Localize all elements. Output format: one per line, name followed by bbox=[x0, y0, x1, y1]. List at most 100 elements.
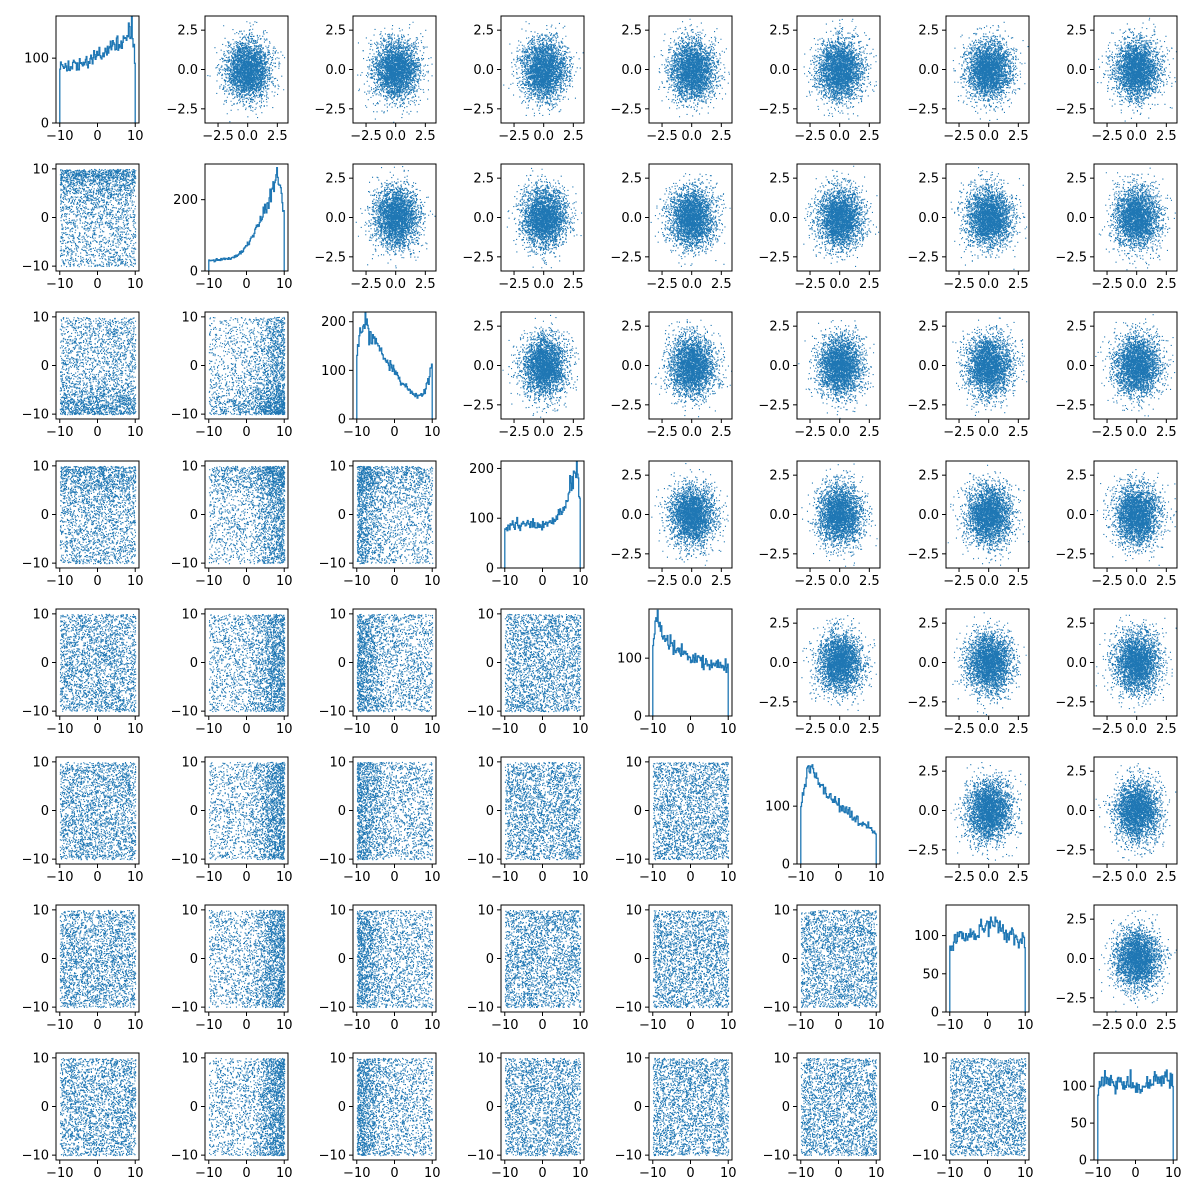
panel-r4-c0-points bbox=[59, 613, 137, 713]
panel-r5-c3-xtick-label: 10 bbox=[572, 870, 589, 885]
panel-r0-c7-xtick-label: 0.0 bbox=[1126, 129, 1147, 144]
panel-r6-c5: −10 0 10 −10 0 10 bbox=[763, 903, 885, 1033]
panel-r2-c6-xtick-label: −2.5 bbox=[943, 425, 975, 440]
panel-r0-c1-points bbox=[207, 21, 286, 123]
panel-r3-c4-ytick-label: 0.0 bbox=[621, 508, 642, 523]
panel-r1-c5-xtick-label: 0.0 bbox=[829, 277, 850, 292]
panel-r5-c3-ytick-label: 10 bbox=[477, 755, 494, 770]
panel-r0-c0-xtick-label: 0 bbox=[93, 129, 101, 144]
panel-r2-c7-ytick-label: 2.5 bbox=[1066, 320, 1087, 335]
panel-r5-c3-points bbox=[504, 761, 582, 861]
panel-r1-c6-ytick-label: −2.5 bbox=[907, 250, 939, 265]
panel-r3-c1-points bbox=[208, 465, 286, 565]
panel-r0-c3-ytick-label: 2.5 bbox=[473, 24, 494, 39]
panel-r7-c3-xtick-label: 10 bbox=[572, 1166, 589, 1181]
panel-r2-c2-ytick-label: 200 bbox=[321, 315, 346, 330]
panel-r7-c1-ytick-label: −10 bbox=[171, 1149, 198, 1164]
panel-r6-c4-ytick-label: −10 bbox=[615, 1001, 642, 1016]
panel-r0-c2-ytick-label: −2.5 bbox=[314, 102, 346, 117]
panel-r7-c4-xtick-label: −10 bbox=[639, 1166, 666, 1181]
panel-r0-c5-xtick-label: 0.0 bbox=[829, 129, 850, 144]
panel-r4-c1: −10 0 10 −10 0 10 bbox=[171, 607, 293, 737]
panel-r6-c7-xtick-label: −2.5 bbox=[1091, 1018, 1123, 1033]
panel-r0-c5-ytick-label: 0.0 bbox=[769, 63, 790, 78]
panel-r4-c6-points bbox=[952, 612, 1027, 716]
panel-r2-c7-xtick-label: 0.0 bbox=[1126, 425, 1147, 440]
panel-r2-c1-xtick-label: 0 bbox=[242, 425, 250, 440]
panel-r1-c0-ytick-label: 0 bbox=[41, 211, 49, 226]
panel-r5-c2: −10 0 10 −10 0 10 bbox=[319, 755, 441, 885]
panel-r0-c6-xtick-label: 2.5 bbox=[1008, 129, 1029, 144]
panel-r0-c7-ytick-label: 2.5 bbox=[1066, 24, 1087, 39]
panel-r4-c0: −10 0 10 −10 0 10 bbox=[22, 607, 144, 737]
panel-r7-c1: −10 0 10 −10 0 10 bbox=[171, 1051, 293, 1181]
panel-r3-c5-ytick-label: 2.5 bbox=[769, 469, 790, 484]
panel-r1-c2-points bbox=[355, 166, 436, 269]
panel-r2-c0-xtick-label: −10 bbox=[46, 425, 73, 440]
panel-r2-c2-ytick-label: 0 bbox=[338, 413, 346, 428]
panel-r2-c3-xtick-label: 0.0 bbox=[533, 425, 554, 440]
panel-r4-c3: −10 0 10 −10 0 10 bbox=[467, 607, 589, 737]
panel-r7-c3-ytick-label: 0 bbox=[486, 1100, 494, 1115]
panel-r7-c3-ytick-label: −10 bbox=[467, 1149, 494, 1164]
panel-r7-c4-ytick-label: 10 bbox=[625, 1051, 642, 1066]
panel-r4-c6-xtick-label: −2.5 bbox=[943, 722, 975, 737]
panel-r1-c4: −2.5 0.0 2.5−2.50.02.5 bbox=[610, 163, 733, 292]
panel-r7-c5-xtick-label: 10 bbox=[868, 1166, 885, 1181]
panel-r3-c7-xtick-label: 0.0 bbox=[1126, 574, 1147, 589]
panel-r3-c3-xtick-label: 10 bbox=[572, 574, 589, 589]
panel-r6-c5-points bbox=[800, 909, 878, 1009]
panel-r2-c3-ytick-label: 2.5 bbox=[473, 320, 494, 335]
panel-r1-c4-ytick-label: 2.5 bbox=[621, 172, 642, 187]
panel-r1-c4-xtick-label: −2.5 bbox=[646, 277, 678, 292]
panel-r5-c6-xtick-label: 0.0 bbox=[978, 870, 999, 885]
panel-r3-c1-xtick-label: −10 bbox=[195, 574, 222, 589]
panel-r7-c3-points bbox=[504, 1057, 582, 1157]
panel-r4-c1-xtick-label: 10 bbox=[276, 722, 293, 737]
panel-r4-c6-ytick-label: 2.5 bbox=[918, 617, 939, 632]
panel-r4-c3-xtick-label: −10 bbox=[491, 722, 518, 737]
panel-r4-c4-ytick-label: 100 bbox=[617, 652, 642, 667]
panel-r7-c7-xtick-label: −10 bbox=[1084, 1166, 1111, 1181]
panel-r4-c7-xtick-label: 2.5 bbox=[1156, 722, 1177, 737]
panel-r0-c3: −2.5 0.0 2.5−2.50.02.5 bbox=[462, 15, 585, 144]
panel-r3-c2-xtick-label: 10 bbox=[424, 574, 441, 589]
panel-r7-c5-xtick-label: −10 bbox=[787, 1166, 814, 1181]
panel-r2-c7-ytick-label: −2.5 bbox=[1055, 398, 1087, 413]
panel-r7-c6: −10 0 10 −10 0 10 bbox=[912, 1051, 1034, 1181]
panel-r4-c2-xtick-label: −10 bbox=[343, 722, 370, 737]
panel-r0-c3-ytick-label: 0.0 bbox=[473, 63, 494, 78]
panel-r7-c0-xtick-label: 0 bbox=[93, 1166, 101, 1181]
panel-r3-c4-points bbox=[651, 463, 729, 566]
panel-r2-c0-xtick-label: 0 bbox=[93, 425, 101, 440]
panel-r6-c3-xtick-label: 10 bbox=[572, 1018, 589, 1033]
panel-r0-c0-ytick-label: 100 bbox=[24, 52, 49, 67]
panel-r2-c4-xtick-label: −2.5 bbox=[646, 425, 678, 440]
panel-r4-c0-ytick-label: 0 bbox=[41, 656, 49, 671]
panel-r4-c1-ytick-label: −10 bbox=[171, 705, 198, 720]
panel-r0-c7-xtick-label: 2.5 bbox=[1156, 129, 1177, 144]
panel-r2-c4-xtick-label: 0.0 bbox=[681, 425, 702, 440]
panel-r0-c3-xtick-label: −2.5 bbox=[498, 129, 530, 144]
panel-r7-c6-xtick-label: −10 bbox=[936, 1166, 963, 1181]
panel-r5-c4: −10 0 10 −10 0 10 bbox=[615, 755, 737, 885]
panel-r0-c1-xtick-label: 2.5 bbox=[267, 129, 288, 144]
panel-r6-c7-ytick-label: 0.0 bbox=[1066, 952, 1087, 967]
panel-r1-c5-xtick-label: −2.5 bbox=[794, 277, 826, 292]
panel-r0-c2-xtick-label: 2.5 bbox=[415, 129, 436, 144]
panel-r6-c2-xtick-label: −10 bbox=[343, 1018, 370, 1033]
panel-r2-c2-hist bbox=[356, 312, 433, 419]
panel-r5-c3-ytick-label: −10 bbox=[467, 853, 494, 868]
panel-r5-c6-xtick-label: 2.5 bbox=[1008, 870, 1029, 885]
panel-r5-c1-xtick-label: 0 bbox=[242, 870, 250, 885]
panel-r3-c7-points bbox=[1096, 469, 1177, 566]
panel-r4-c7-ytick-label: 0.0 bbox=[1066, 656, 1087, 671]
panel-r3-c3-ytick-label: 0 bbox=[486, 562, 494, 577]
panel-r5-c0: −10 0 10 −10 0 10 bbox=[22, 755, 144, 885]
panel-r7-c3-xtick-label: −10 bbox=[491, 1166, 518, 1181]
panel-r0-c2-ytick-label: 0.0 bbox=[325, 63, 346, 78]
panel-r0-c7-ytick-label: 0.0 bbox=[1066, 63, 1087, 78]
